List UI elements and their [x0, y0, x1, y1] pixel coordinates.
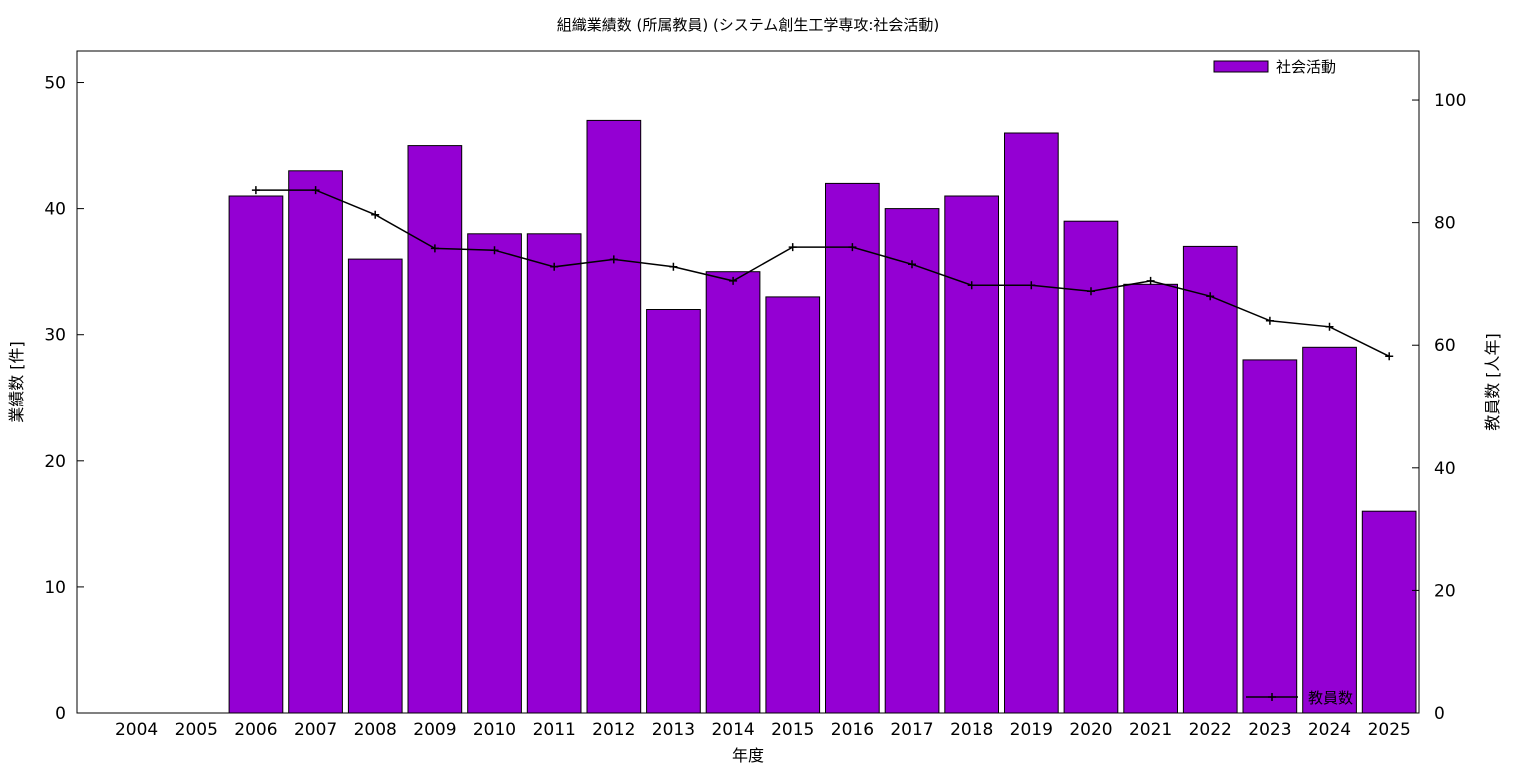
point-2025	[1385, 352, 1394, 361]
bar-2008	[347, 258, 403, 714]
chart-title: 組織業績数 (所属教員) (システム創生工学専攻:社会活動)	[557, 16, 940, 34]
x-tick-label-2020: 2020	[1069, 720, 1112, 740]
x-tick-label-2021: 2021	[1129, 720, 1172, 740]
y-tick-label-10: 10	[44, 578, 66, 598]
point-2008	[371, 210, 380, 219]
x-tick-label-2014: 2014	[711, 720, 754, 740]
point-2007	[311, 186, 320, 195]
point-2013	[669, 262, 678, 271]
bar-2011	[526, 233, 582, 714]
line-series-教員数	[255, 189, 1390, 357]
legend-label-教員数: 教員数	[1308, 689, 1353, 707]
x-tick-label-2011: 2011	[533, 720, 576, 740]
y2-tick-label-100: 100	[1434, 91, 1466, 111]
bar-2013	[646, 309, 701, 714]
bar-2023	[1242, 359, 1298, 714]
y2-tick-label-0: 0	[1434, 704, 1445, 724]
bar-2009	[407, 145, 463, 714]
bar-2015	[765, 296, 821, 714]
plot-frame	[76, 50, 1420, 714]
y2-tick-label-20: 20	[1434, 581, 1456, 601]
bar-2021	[1123, 283, 1179, 714]
x-tick-label-2009: 2009	[413, 720, 456, 740]
point-2010	[490, 246, 499, 255]
y2-tick-label-40: 40	[1434, 459, 1456, 479]
x-tick-label-2005: 2005	[175, 720, 218, 740]
point-2012	[609, 255, 618, 264]
x-tick-label-2010: 2010	[473, 720, 516, 740]
x-tick-label-2017: 2017	[890, 720, 933, 740]
x-tick-label-2025: 2025	[1368, 720, 1411, 740]
x-tick-label-2006: 2006	[234, 720, 277, 740]
legend-marker-教員数	[1268, 693, 1276, 701]
bar-2018	[944, 195, 999, 714]
point-2006	[251, 186, 260, 195]
y2-tick-label-80: 80	[1434, 214, 1456, 234]
x-tick-label-2023: 2023	[1248, 720, 1291, 740]
point-2009	[430, 244, 439, 253]
point-2017	[908, 260, 916, 269]
point-2018	[967, 281, 976, 290]
point-2022	[1206, 292, 1215, 301]
x-tick-label-2016: 2016	[831, 720, 874, 740]
x-tick-label-2013: 2013	[652, 720, 695, 740]
point-2015	[788, 243, 797, 252]
bar-2024	[1302, 346, 1357, 714]
x-tick-label-2019: 2019	[1010, 720, 1053, 740]
bar-2025	[1361, 510, 1417, 714]
y-tick-label-50: 50	[44, 74, 66, 94]
bar-2022	[1182, 245, 1238, 714]
bar-2014	[705, 271, 761, 714]
bar-2019	[1004, 132, 1059, 714]
x-tick-label-2024: 2024	[1308, 720, 1351, 740]
bar-2017	[884, 208, 940, 714]
y-axis-title: 業績数 [件]	[7, 341, 26, 423]
y-tick-label-30: 30	[44, 326, 66, 346]
point-2011	[550, 262, 559, 271]
point-2020	[1087, 287, 1095, 296]
x-tick-label-2012: 2012	[592, 720, 635, 740]
bar-2010	[467, 233, 522, 714]
x-axis-title: 年度	[732, 746, 764, 765]
point-2019	[1027, 281, 1036, 290]
point-2014	[729, 276, 738, 285]
legend-swatch-社会活動	[1213, 60, 1269, 73]
bar-2016	[825, 182, 880, 714]
y-tick-label-0: 0	[55, 704, 66, 724]
y2-tick-label-60: 60	[1434, 336, 1456, 356]
y2-axis-title: 教員数 [人年]	[1483, 333, 1502, 431]
y-tick-label-40: 40	[44, 200, 66, 220]
bar-2012	[586, 119, 642, 714]
plot-area: 0 10 20 30 40 50 0 20 40 60 80 100 2004 2005 2006 2007 2…	[44, 50, 1466, 740]
bar-2007	[288, 170, 343, 714]
point-2023	[1265, 316, 1274, 325]
x-tick-label-2018: 2018	[950, 720, 993, 740]
bar-2020	[1063, 220, 1119, 714]
x-tick-label-2022: 2022	[1189, 720, 1232, 740]
y-tick-label-20: 20	[44, 452, 66, 472]
bar-2006	[228, 195, 284, 714]
point-2016	[848, 243, 857, 252]
point-2024	[1325, 322, 1334, 331]
point-2021	[1146, 276, 1155, 285]
x-tick-label-2004: 2004	[115, 720, 158, 740]
x-tick-label-2008: 2008	[354, 720, 397, 740]
x-tick-label-2007: 2007	[294, 720, 337, 740]
legend-label-社会活動: 社会活動	[1276, 58, 1336, 76]
x-tick-label-2015: 2015	[771, 720, 814, 740]
